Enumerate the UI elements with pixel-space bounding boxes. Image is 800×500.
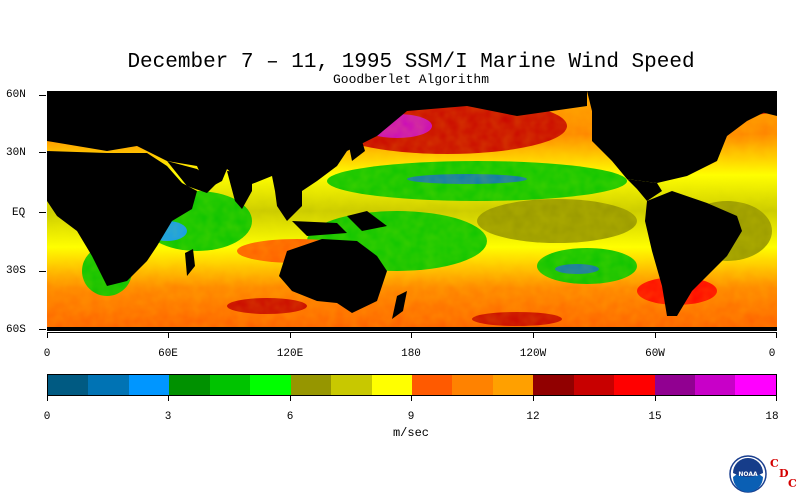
cdc-letter: C (770, 457, 779, 470)
color-swatch (128, 375, 170, 395)
scale-label-0: 0 (43, 411, 51, 423)
lat-tick-60s (39, 329, 46, 330)
lon-label-0: 0 (43, 348, 51, 360)
scale-label-9: 9 (407, 411, 415, 423)
lon-tick (168, 332, 169, 338)
color-scale-bar (47, 374, 777, 396)
map-title: December 7 – 11, 1995 SSM/I Marine Wind … (127, 51, 695, 74)
land-masses (47, 91, 777, 331)
color-swatch (371, 375, 412, 395)
map-subtitle: Goodberlet Algorithm (332, 72, 490, 87)
lat-label-60s: 60S (6, 324, 26, 336)
scale-tick (290, 396, 291, 401)
scale-label-15: 15 (648, 411, 662, 423)
color-swatch (654, 375, 695, 395)
cdc-letter: D (779, 467, 789, 480)
lon-axis-line (47, 332, 777, 333)
color-swatch (614, 375, 655, 395)
lon-label-0-end: 0 (768, 348, 776, 360)
scale-label-18: 18 (765, 411, 779, 423)
color-swatch (48, 375, 89, 395)
lon-tick (776, 332, 777, 338)
lat-tick-60n (39, 95, 46, 96)
scale-tick (655, 396, 656, 401)
scale-label-6: 6 (286, 411, 294, 423)
lat-tick-eq (39, 212, 46, 213)
scale-label-3: 3 (164, 411, 172, 423)
color-swatch (209, 375, 251, 395)
lon-tick (411, 332, 412, 338)
noaa-logo: NOAA (729, 455, 767, 493)
color-swatch (88, 375, 129, 395)
scale-tick (411, 396, 412, 401)
lat-tick-30n (39, 152, 46, 153)
lon-label-120w: 120W (519, 348, 547, 360)
lon-label-180: 180 (401, 348, 421, 360)
scale-units: m/sec (392, 426, 429, 440)
color-swatch (169, 375, 210, 395)
color-swatch (573, 375, 615, 395)
scale-label-12: 12 (526, 411, 540, 423)
lon-tick (47, 332, 48, 338)
lon-tick (290, 332, 291, 338)
scale-tick (776, 396, 777, 401)
scale-tick (533, 396, 534, 401)
lon-tick (655, 332, 656, 338)
scale-tick (47, 396, 48, 401)
color-swatch (735, 375, 776, 395)
wind-speed-map (47, 91, 777, 331)
color-swatch (411, 375, 453, 395)
lon-tick (533, 332, 534, 338)
noaa-logo-text: NOAA (738, 471, 758, 478)
color-swatch (290, 375, 332, 395)
lat-label-eq: EQ (12, 207, 26, 219)
color-swatch (452, 375, 493, 395)
color-swatch (331, 375, 372, 395)
cdc-letter: C (788, 477, 797, 490)
lon-label-60w: 60W (645, 348, 665, 360)
color-swatch (492, 375, 534, 395)
lon-label-120e: 120E (276, 348, 304, 360)
scale-tick (168, 396, 169, 401)
lat-label-30n: 30N (6, 147, 26, 159)
color-swatch (250, 375, 291, 395)
color-swatch (533, 375, 574, 395)
lat-label-30s: 30S (6, 265, 26, 277)
lon-label-60e: 60E (158, 348, 178, 360)
lat-tick-30s (39, 271, 46, 272)
lat-label-60n: 60N (6, 89, 26, 101)
color-swatch (695, 375, 736, 395)
